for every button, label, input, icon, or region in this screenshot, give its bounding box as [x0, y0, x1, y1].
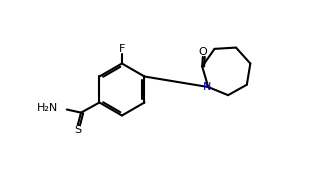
Text: N: N — [203, 82, 211, 92]
Text: H₂N: H₂N — [36, 103, 58, 113]
Text: F: F — [119, 44, 125, 54]
Text: S: S — [74, 125, 81, 135]
Text: O: O — [198, 47, 207, 57]
